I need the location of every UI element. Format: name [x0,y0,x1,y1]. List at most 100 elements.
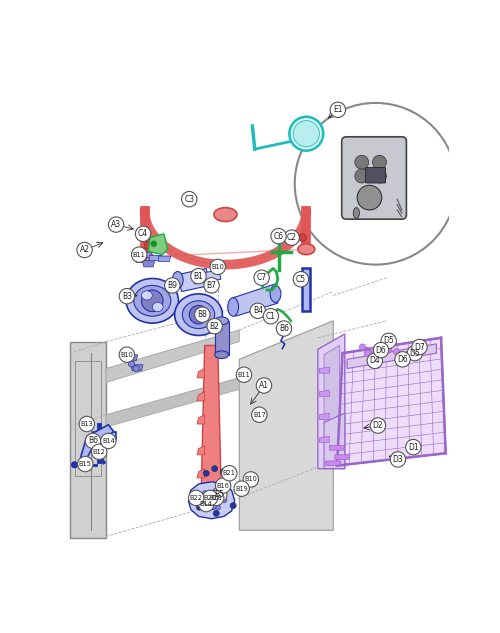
Polygon shape [149,255,162,261]
Circle shape [298,234,306,242]
Circle shape [92,444,107,460]
Circle shape [86,433,100,449]
Text: B11: B11 [133,251,145,258]
Circle shape [355,155,368,169]
Polygon shape [302,268,310,311]
Text: B5: B5 [214,491,224,499]
Polygon shape [337,338,446,466]
Text: B16: B16 [216,482,230,489]
Circle shape [395,351,410,367]
Text: B11: B11 [238,372,250,378]
Text: B2: B2 [210,322,220,330]
Ellipse shape [172,272,183,289]
Circle shape [212,487,227,503]
Circle shape [254,270,270,285]
Ellipse shape [174,294,222,335]
Polygon shape [197,415,204,424]
Circle shape [164,278,180,293]
Circle shape [355,169,368,183]
Circle shape [390,452,406,467]
Polygon shape [335,454,350,460]
Circle shape [357,185,382,210]
Polygon shape [134,256,147,262]
Circle shape [213,510,220,517]
Circle shape [412,339,427,354]
Polygon shape [240,321,333,530]
Polygon shape [80,425,114,461]
Circle shape [79,417,94,432]
Text: C2: C2 [286,233,296,242]
Circle shape [196,498,201,503]
Circle shape [222,466,237,481]
Circle shape [230,503,236,509]
Circle shape [216,505,220,510]
Text: D4: D4 [370,356,380,365]
Ellipse shape [136,251,153,262]
Text: C5: C5 [296,275,306,284]
Ellipse shape [214,317,228,325]
Text: B1: B1 [194,272,203,280]
Ellipse shape [142,291,152,300]
Polygon shape [320,367,330,373]
Text: E1: E1 [333,105,342,115]
Circle shape [360,344,366,350]
Circle shape [250,303,266,318]
Circle shape [365,350,371,356]
Text: B6: B6 [88,436,98,446]
Text: B6: B6 [279,324,289,333]
Circle shape [394,349,400,354]
Polygon shape [197,392,204,401]
Polygon shape [320,390,330,396]
Polygon shape [347,344,436,368]
Text: C7: C7 [256,273,266,282]
Ellipse shape [134,285,171,316]
Ellipse shape [214,351,228,358]
Text: D1: D1 [408,442,418,451]
Circle shape [330,102,345,118]
Circle shape [202,491,221,510]
Circle shape [210,260,226,275]
Circle shape [370,418,386,433]
Circle shape [77,242,92,258]
Polygon shape [324,413,345,468]
Circle shape [182,191,197,207]
Text: B21: B21 [223,470,235,476]
Circle shape [295,103,456,265]
Circle shape [132,247,147,262]
Polygon shape [148,234,168,254]
Circle shape [276,321,291,336]
Circle shape [190,305,208,324]
Circle shape [202,490,218,506]
Polygon shape [126,354,138,361]
Text: B3: B3 [122,292,132,301]
Circle shape [243,472,258,487]
Polygon shape [193,270,221,284]
Circle shape [290,116,323,151]
Circle shape [202,505,207,510]
Ellipse shape [270,285,281,303]
Circle shape [293,121,320,147]
Circle shape [124,351,130,358]
Text: B10: B10 [244,477,258,482]
Circle shape [216,478,231,493]
Text: D5: D5 [410,349,420,358]
Text: C3: C3 [184,195,194,204]
Polygon shape [93,432,116,439]
Polygon shape [106,378,240,427]
Circle shape [407,346,422,361]
Circle shape [284,230,300,246]
Text: B7: B7 [206,281,216,290]
Ellipse shape [182,301,214,329]
Circle shape [188,490,204,506]
Ellipse shape [354,208,360,218]
Text: D6: D6 [397,355,408,364]
Ellipse shape [298,244,315,254]
Polygon shape [106,330,240,382]
Polygon shape [318,334,345,468]
Text: D3: D3 [392,455,404,464]
Text: C1: C1 [266,311,276,321]
Text: D5: D5 [384,336,394,346]
Text: B14: B14 [200,501,212,507]
Circle shape [380,350,386,356]
Polygon shape [324,346,340,424]
